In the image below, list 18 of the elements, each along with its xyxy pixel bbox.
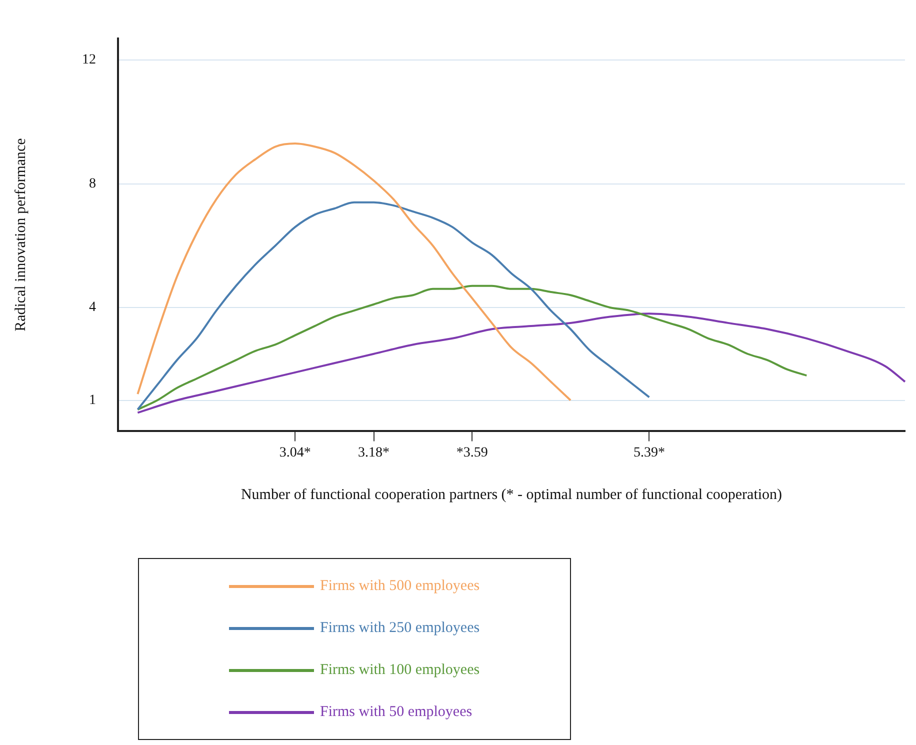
x-tick-label: 5.39* — [633, 445, 665, 460]
text: Firms with 100 employees — [320, 662, 480, 678]
y-tick-label: 8 — [89, 176, 96, 192]
y-tick-label: 4 — [89, 300, 96, 316]
text: Firms with 250 employees — [320, 620, 480, 636]
line-series — [136, 312, 906, 414]
text: Firms with 50 employees — [320, 704, 472, 720]
y-axis-title: Radical innovation performance — [12, 138, 29, 332]
line-series — [136, 201, 650, 411]
x-axis-title: Number of functional cooperation partners (* - optimal number of functional cooperation) — [240, 486, 782, 503]
x-tick-label: 3.18* — [358, 445, 390, 460]
y-tick-label: 1 — [89, 392, 96, 408]
text: Firms with 500 employees — [320, 578, 480, 594]
y-tick-label: 12 — [82, 52, 96, 68]
x-tick-label: *3.59 — [456, 445, 488, 460]
x-tick-label: 3.04* — [279, 445, 311, 460]
line-series — [136, 284, 808, 411]
line-series — [136, 142, 572, 402]
